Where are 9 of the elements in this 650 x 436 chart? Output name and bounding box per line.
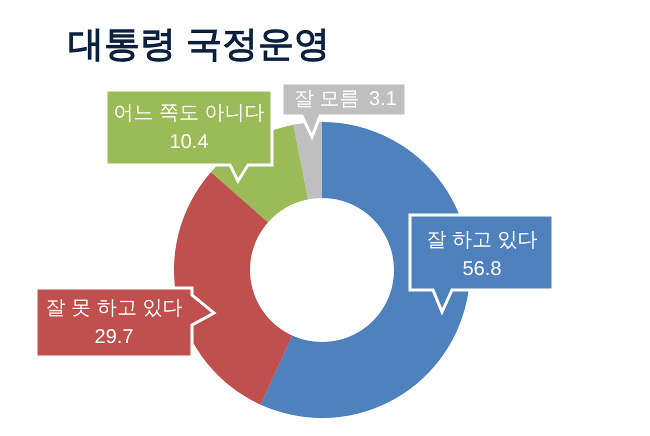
- data-label: 29.7: [94, 326, 134, 348]
- slice-label: 잘 하고 있다: [426, 229, 538, 251]
- data-label: 10.4: [170, 131, 208, 153]
- slice-label: 잘 모름: [294, 88, 360, 110]
- chart-title: 대통령 국정운영: [68, 23, 330, 64]
- slice-label: 어느 쪽도 아니다: [113, 102, 265, 124]
- slice-label: 잘 못 하고 있다: [46, 297, 182, 319]
- data-label: 56.8: [462, 258, 502, 280]
- data-label: 3.1: [369, 88, 397, 110]
